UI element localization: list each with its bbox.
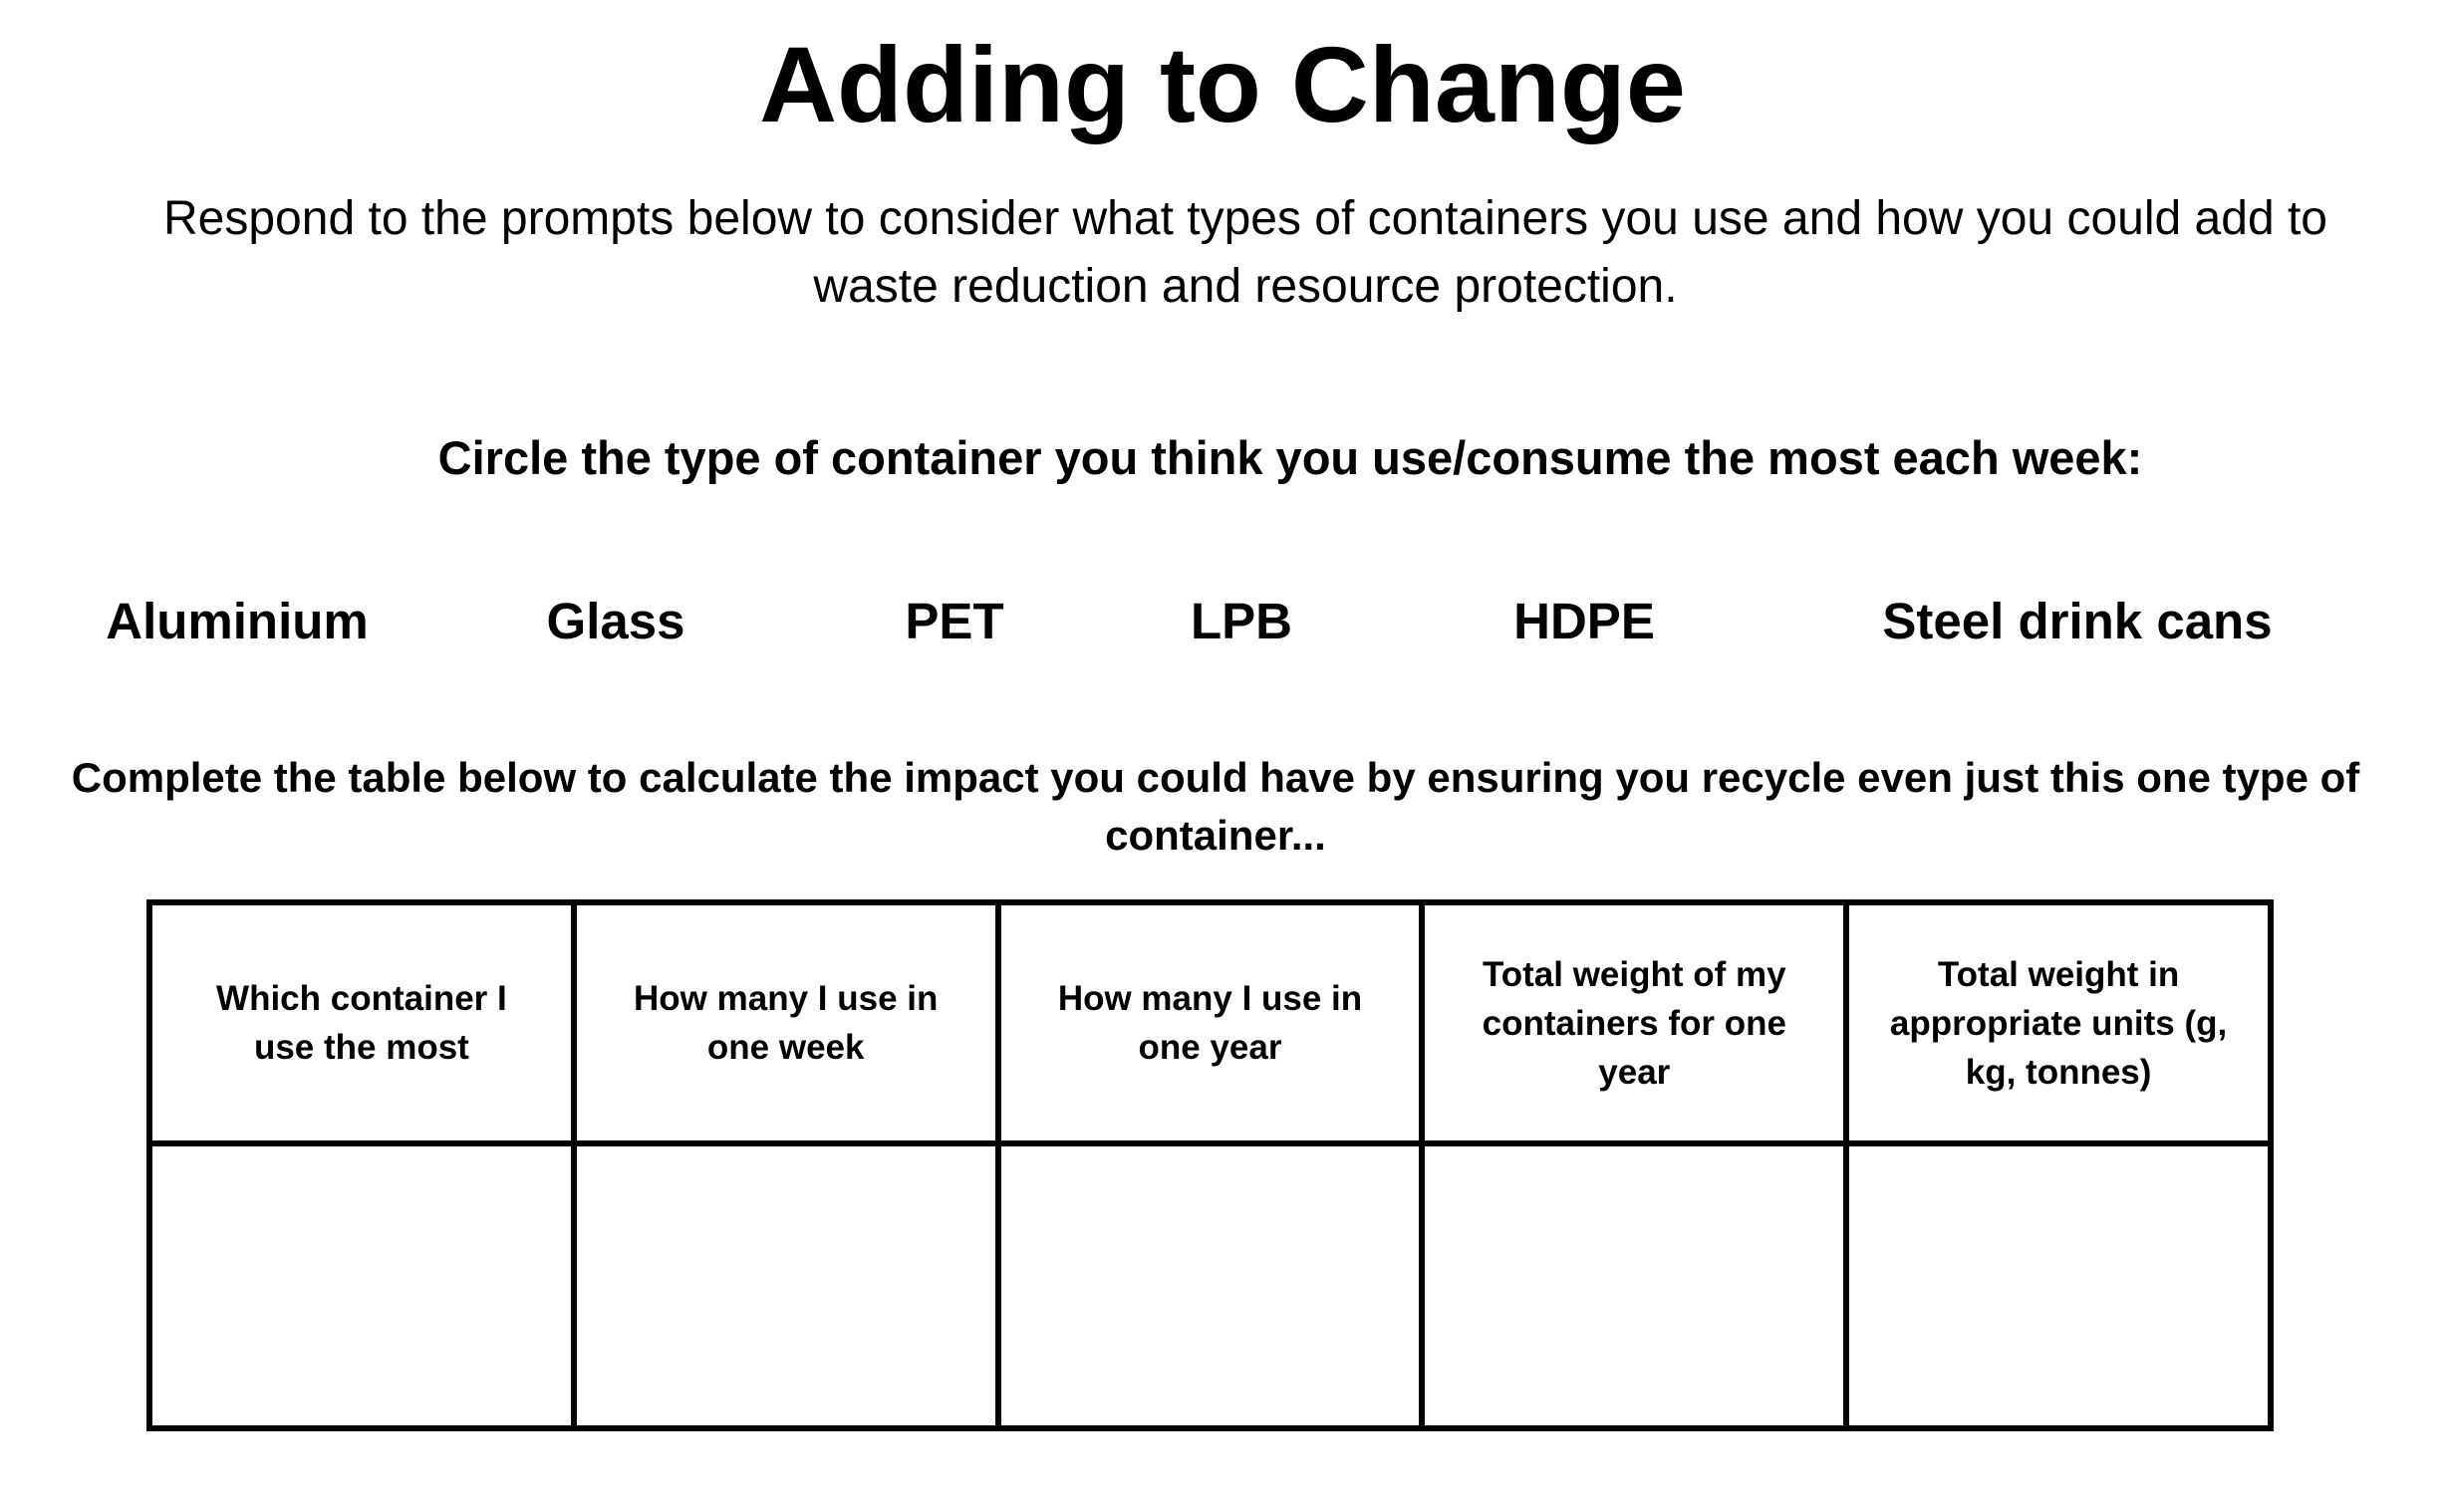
- answer-cell[interactable]: [146, 1140, 577, 1431]
- answer-cell[interactable]: [994, 1140, 1426, 1431]
- header-cell: Total weight of my containers for one ye…: [1419, 899, 1850, 1146]
- table: Which container I use the most How many …: [146, 899, 2274, 1431]
- answer-cell[interactable]: [1843, 1140, 2274, 1431]
- header-row: Which container I use the most How many …: [146, 899, 2274, 1146]
- option: LPB: [1191, 593, 1292, 649]
- intro: Respond to the prompts below to consider…: [163, 192, 2327, 313]
- title: Adding to Change: [759, 24, 1686, 144]
- header-cell: How many I use in one week: [570, 899, 1001, 1146]
- header-cell: How many I use in one year: [994, 899, 1426, 1146]
- option: Steel drink cans: [1882, 593, 2273, 649]
- table-prompt: Complete the table below to calculate th…: [71, 754, 2360, 859]
- prompt: Circle the type of container you think y…: [437, 431, 2143, 484]
- option: PET: [905, 593, 1004, 649]
- option: Glass: [546, 593, 685, 649]
- option: Aluminium: [106, 593, 369, 649]
- header-cell: Which container I use the most: [146, 899, 577, 1146]
- answer-row: [146, 1140, 2274, 1431]
- option: HDPE: [1513, 593, 1655, 649]
- answer-cell[interactable]: [570, 1140, 1001, 1431]
- header-cell: Total weight in appropriate units (g, kg…: [1843, 899, 2274, 1146]
- answer-cell[interactable]: [1419, 1140, 1850, 1431]
